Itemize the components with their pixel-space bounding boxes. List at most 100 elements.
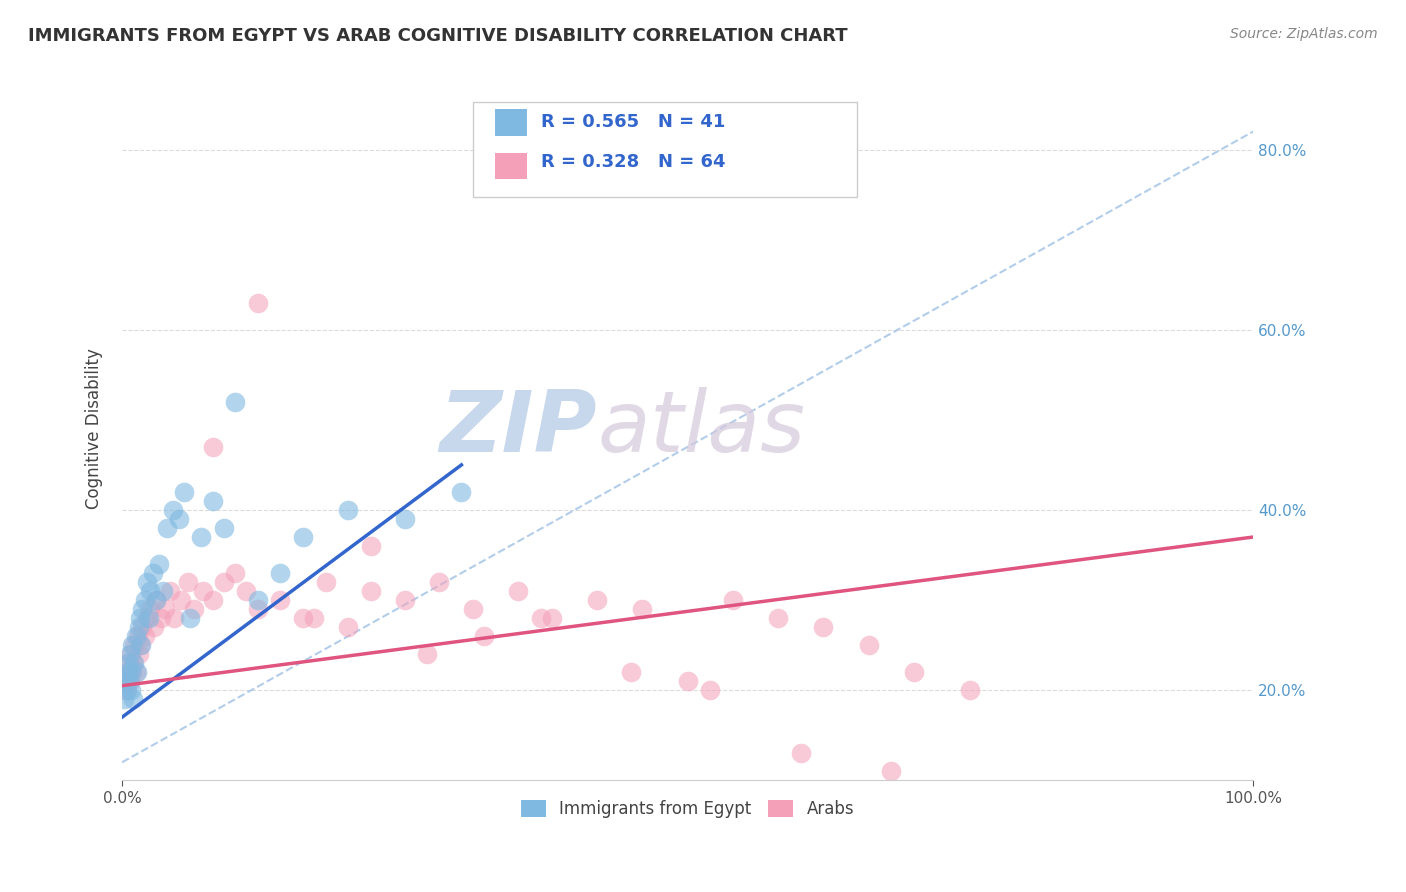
Point <box>124 665 146 680</box>
Point <box>121 665 143 680</box>
Point <box>136 575 159 590</box>
Point <box>880 764 903 779</box>
Point <box>360 584 382 599</box>
Point <box>122 656 145 670</box>
Point <box>129 611 152 625</box>
Point <box>118 674 141 689</box>
Point <box>193 584 215 599</box>
Point <box>112 692 135 706</box>
Point <box>120 647 142 661</box>
Point <box>142 620 165 634</box>
Point <box>114 674 136 689</box>
Point <box>631 602 654 616</box>
Point <box>159 584 181 599</box>
Point <box>145 593 167 607</box>
Point <box>129 638 152 652</box>
Point <box>529 611 551 625</box>
Point <box>115 665 138 680</box>
Point <box>145 593 167 607</box>
Point <box>304 611 326 625</box>
Point <box>115 674 138 689</box>
Point <box>129 638 152 652</box>
Y-axis label: Cognitive Disability: Cognitive Disability <box>86 349 103 509</box>
Point <box>142 566 165 580</box>
Point <box>149 611 172 625</box>
Point <box>676 674 699 689</box>
Point <box>790 746 813 760</box>
Point <box>124 656 146 670</box>
Point <box>620 665 643 680</box>
Point <box>122 692 145 706</box>
Point <box>201 593 224 607</box>
Point <box>201 494 224 508</box>
Point <box>152 584 174 599</box>
Point <box>903 665 925 680</box>
FancyBboxPatch shape <box>495 109 527 136</box>
Point <box>699 683 721 698</box>
Point <box>134 593 156 607</box>
Point <box>246 295 269 310</box>
Point <box>337 620 360 634</box>
Point <box>416 647 439 661</box>
Point <box>127 629 149 643</box>
Point <box>506 584 529 599</box>
Point <box>136 611 159 625</box>
Point <box>117 665 139 680</box>
Point <box>394 512 416 526</box>
Point <box>139 584 162 599</box>
Point <box>125 665 148 680</box>
Point <box>114 683 136 698</box>
Point <box>120 683 142 698</box>
Point <box>959 683 981 698</box>
Point <box>190 530 212 544</box>
Point <box>115 683 138 698</box>
Point <box>128 647 150 661</box>
Legend: Immigrants from Egypt, Arabs: Immigrants from Egypt, Arabs <box>515 793 860 825</box>
Point <box>246 602 269 616</box>
Point <box>813 620 835 634</box>
Point <box>586 593 609 607</box>
Point <box>269 593 291 607</box>
Text: R = 0.565   N = 41: R = 0.565 N = 41 <box>540 112 725 130</box>
Point <box>292 611 315 625</box>
Point <box>156 521 179 535</box>
Point <box>472 629 495 643</box>
Point <box>124 638 146 652</box>
Point <box>721 593 744 607</box>
Point <box>118 665 141 680</box>
Point <box>246 593 269 607</box>
Point <box>212 575 235 590</box>
Point <box>153 602 176 616</box>
Point <box>224 394 246 409</box>
Point <box>118 647 141 661</box>
Point <box>167 512 190 526</box>
Point <box>134 629 156 643</box>
Text: R = 0.328   N = 64: R = 0.328 N = 64 <box>540 153 725 171</box>
Point <box>201 440 224 454</box>
FancyBboxPatch shape <box>472 102 858 197</box>
Point <box>162 503 184 517</box>
Point <box>235 584 257 599</box>
Point <box>461 602 484 616</box>
Point <box>183 602 205 616</box>
Point <box>121 638 143 652</box>
Point <box>541 611 564 625</box>
Point <box>117 656 139 670</box>
Point <box>224 566 246 580</box>
Point <box>292 530 315 544</box>
Point <box>176 575 198 590</box>
Text: ZIP: ZIP <box>440 387 598 470</box>
Point <box>315 575 337 590</box>
Point <box>858 638 880 652</box>
Point <box>337 503 360 517</box>
Point <box>360 539 382 553</box>
Point <box>170 593 193 607</box>
Point <box>766 611 789 625</box>
Point <box>124 629 146 643</box>
Point <box>112 674 135 689</box>
Point <box>269 566 291 580</box>
Point <box>450 485 472 500</box>
Point <box>427 575 450 590</box>
Point <box>179 611 201 625</box>
Point <box>148 557 170 571</box>
